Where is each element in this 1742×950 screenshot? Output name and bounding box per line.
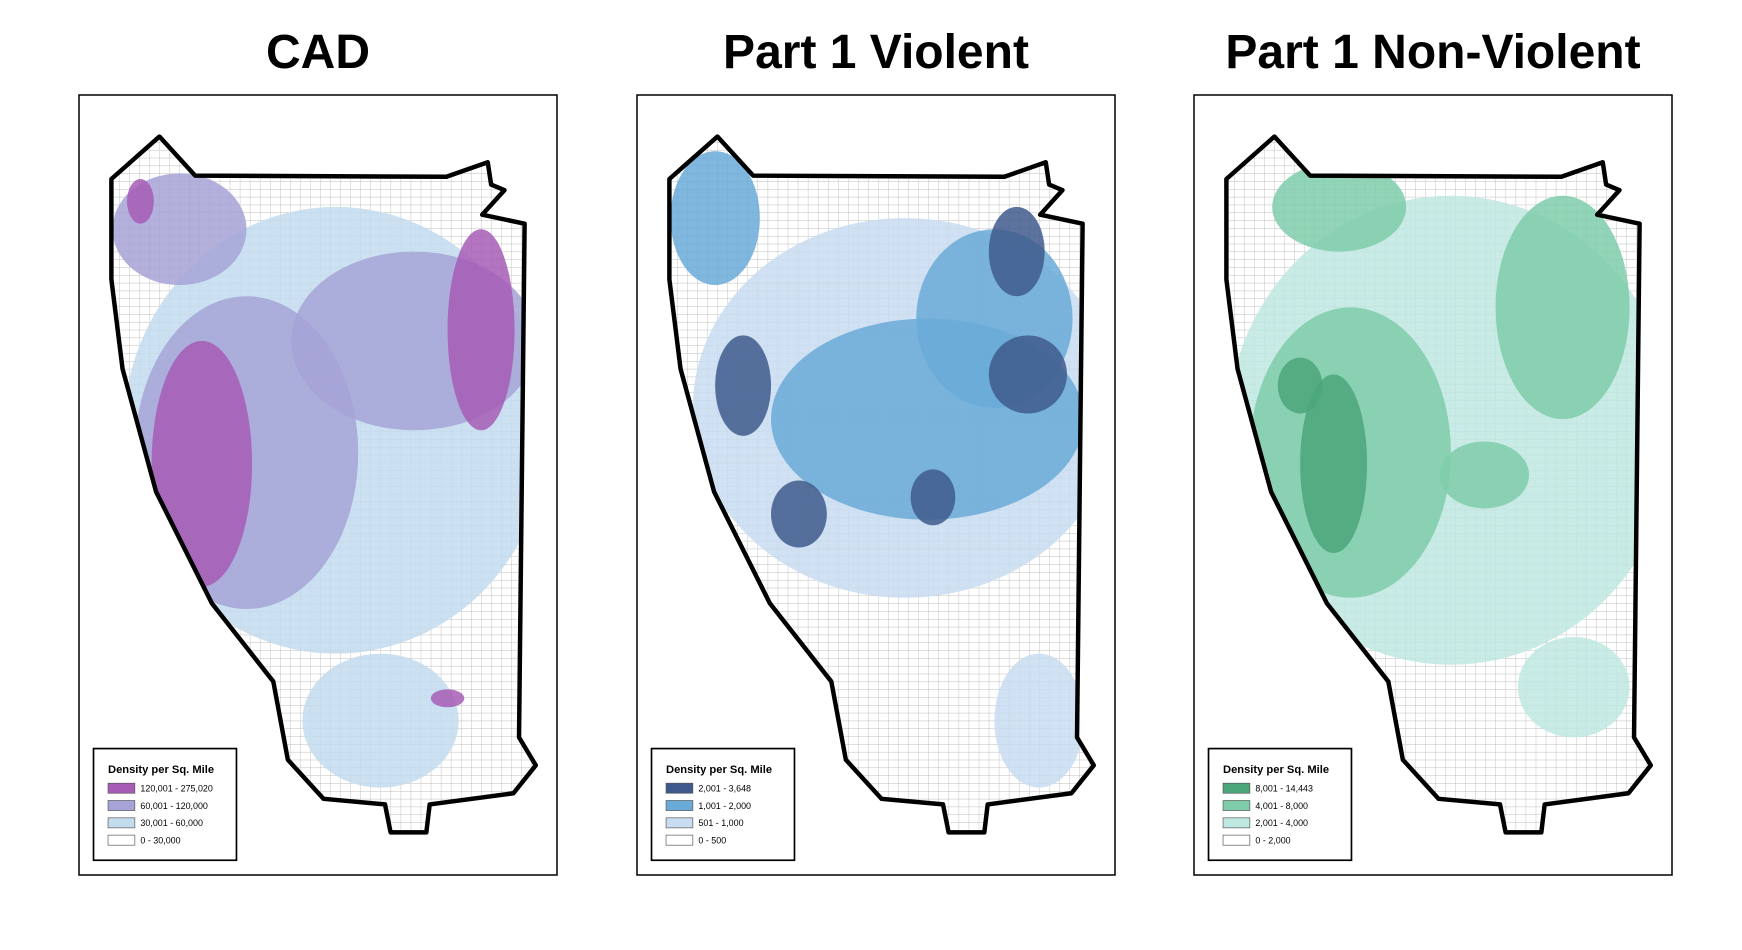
city-boundary xyxy=(1224,134,1654,835)
legend-label: 2,001 - 3,648 xyxy=(698,784,751,794)
density-area xyxy=(715,335,772,436)
density-area xyxy=(910,469,956,526)
legend-swatch xyxy=(665,800,694,811)
density-area xyxy=(988,335,1067,414)
legend-label: 1,001 - 2,000 xyxy=(698,801,751,811)
legend-title: Density per Sq. Mile xyxy=(108,764,214,776)
legend-swatch xyxy=(107,834,136,846)
density-area xyxy=(994,653,1084,788)
legend-swatch xyxy=(107,817,136,829)
map-title: Part 1 Violent xyxy=(723,26,1029,79)
density-area xyxy=(447,229,515,431)
legend-label: 4,001 - 8,000 xyxy=(1255,801,1308,811)
density-area xyxy=(1277,357,1323,414)
legend-swatch xyxy=(1222,782,1251,794)
legend-swatch xyxy=(665,834,694,846)
map-title: Part 1 Non-Violent xyxy=(1225,26,1640,79)
legend-label: 120,001 - 275,020 xyxy=(140,784,212,794)
legend-label: 501 - 1,000 xyxy=(698,818,743,828)
legend-swatch xyxy=(107,800,136,811)
legend-label: 0 - 500 xyxy=(698,835,726,845)
city-boundary xyxy=(109,134,539,835)
legend-label: 0 - 30,000 xyxy=(140,835,180,845)
density-area xyxy=(430,689,465,708)
legend-label: 60,001 - 120,000 xyxy=(140,801,208,811)
density-area xyxy=(1300,374,1368,554)
density-area xyxy=(151,340,253,587)
density-area xyxy=(771,480,827,548)
legend-swatch xyxy=(107,782,136,794)
density-area xyxy=(1272,162,1407,252)
density-area xyxy=(127,178,154,224)
legend-label: 2,001 - 4,000 xyxy=(1255,818,1308,828)
density-area xyxy=(1439,441,1530,509)
legend-title: Density per Sq. Mile xyxy=(666,764,772,776)
legend-label: 8,001 - 14,443 xyxy=(1255,784,1313,794)
density-area xyxy=(1495,195,1630,420)
legend-swatch xyxy=(1222,817,1251,829)
legend-swatch xyxy=(665,782,694,794)
map-title: CAD xyxy=(266,26,370,79)
city-boundary xyxy=(667,134,1097,835)
density-area xyxy=(988,206,1045,297)
legend-title: Density per Sq. Mile xyxy=(1223,764,1329,776)
legend-label: 30,001 - 60,000 xyxy=(140,818,203,828)
legend-swatch xyxy=(1222,800,1251,811)
legend-label: 0 - 2,000 xyxy=(1255,835,1290,845)
density-area xyxy=(302,653,459,788)
density-area xyxy=(670,151,760,286)
legend-swatch xyxy=(665,817,694,829)
legend-swatch xyxy=(1222,834,1251,846)
density-layer xyxy=(1226,136,1651,833)
density-area xyxy=(1517,636,1630,738)
map: Density per Sq. Mile 8,001 - 14,443 4,001 … xyxy=(1207,134,1654,862)
